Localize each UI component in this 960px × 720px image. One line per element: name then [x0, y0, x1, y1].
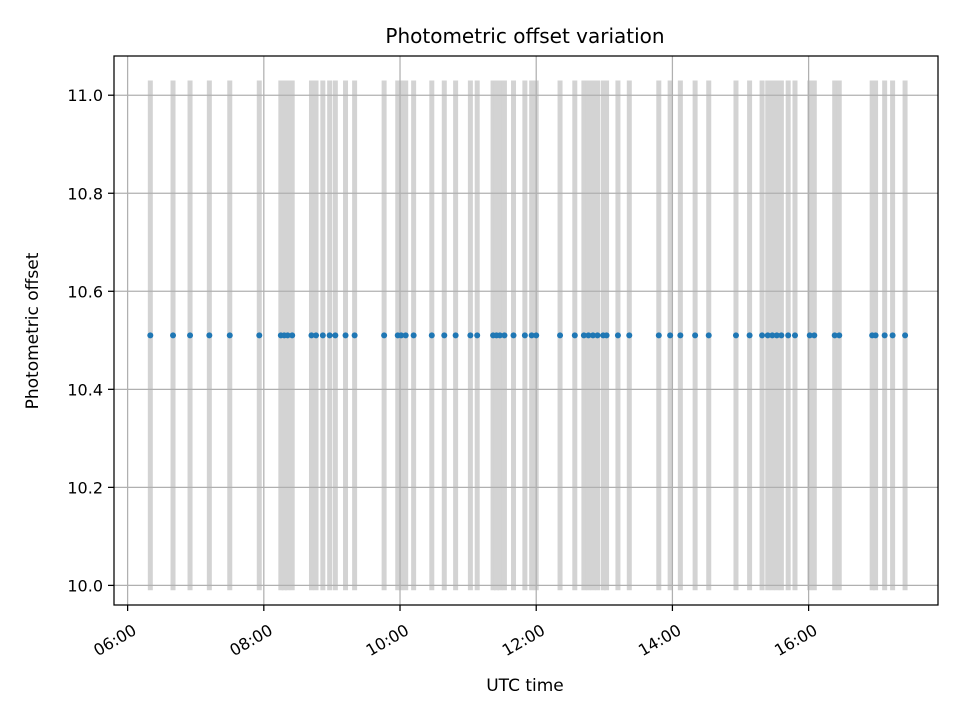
- data-point: [571, 332, 578, 339]
- y-tick-label: 10.4: [67, 380, 103, 399]
- plot-frame: [113, 55, 939, 606]
- data-point: [226, 332, 233, 339]
- data-point: [381, 332, 388, 339]
- data-point: [187, 332, 194, 339]
- data-point: [332, 332, 339, 339]
- data-point: [147, 332, 154, 339]
- data-point: [402, 332, 409, 339]
- x-axis-label: UTC time: [486, 676, 564, 696]
- data-point: [289, 332, 296, 339]
- data-point: [589, 332, 596, 339]
- data-point: [677, 332, 684, 339]
- data-point: [881, 332, 888, 339]
- data-point: [256, 332, 263, 339]
- data-point: [872, 332, 879, 339]
- data-point: [308, 332, 315, 339]
- data-point: [326, 332, 333, 339]
- data-point: [759, 332, 766, 339]
- data-point: [831, 332, 838, 339]
- data-point: [626, 332, 633, 339]
- data-point: [594, 332, 601, 339]
- data-point: [732, 332, 739, 339]
- data-point: [764, 332, 771, 339]
- data-point: [501, 332, 508, 339]
- data-point: [769, 332, 776, 339]
- data-point: [284, 332, 291, 339]
- data-point: [705, 332, 712, 339]
- y-tick-label: 10.0: [67, 576, 103, 595]
- y-tick-label: 11.0: [67, 86, 103, 105]
- data-point: [510, 332, 517, 339]
- data-point: [206, 332, 213, 339]
- data-point: [580, 332, 587, 339]
- data-point: [746, 332, 753, 339]
- y-axis-label: Photometric offset: [23, 252, 43, 409]
- data-point: [398, 332, 405, 339]
- data-point: [428, 332, 435, 339]
- data-point: [467, 332, 474, 339]
- data-point: [836, 332, 843, 339]
- grid-lines: [114, 56, 938, 605]
- data-point: [778, 332, 785, 339]
- data-points: [147, 332, 909, 339]
- data-point: [521, 332, 528, 339]
- data-point: [410, 332, 417, 339]
- data-point: [667, 332, 674, 339]
- data-point: [496, 332, 503, 339]
- y-tick-label: 10.6: [67, 282, 103, 301]
- data-point: [655, 332, 662, 339]
- data-point: [614, 332, 621, 339]
- data-point: [902, 332, 909, 339]
- data-point: [528, 332, 535, 339]
- y-tick-label: 10.2: [67, 478, 103, 497]
- data-point: [313, 332, 320, 339]
- chart-title: Photometric offset variation: [385, 24, 664, 48]
- data-point: [603, 332, 610, 339]
- data-point: [351, 332, 358, 339]
- data-point: [319, 332, 326, 339]
- data-point: [533, 332, 540, 339]
- data-point: [806, 332, 813, 339]
- y-axis-ticks: 10.0 10.2 10.4 10.6 10.8 11.0: [67, 86, 114, 595]
- data-point: [474, 332, 481, 339]
- data-point: [441, 332, 448, 339]
- data-point: [342, 332, 349, 339]
- data-point: [791, 332, 798, 339]
- data-point: [557, 332, 564, 339]
- data-point: [785, 332, 792, 339]
- data-point: [585, 332, 592, 339]
- data-point: [452, 332, 459, 339]
- data-point: [692, 332, 699, 339]
- data-point: [889, 332, 896, 339]
- y-tick-label: 10.8: [67, 184, 103, 203]
- data-point: [170, 332, 177, 339]
- data-point: [773, 332, 780, 339]
- data-point: [811, 332, 818, 339]
